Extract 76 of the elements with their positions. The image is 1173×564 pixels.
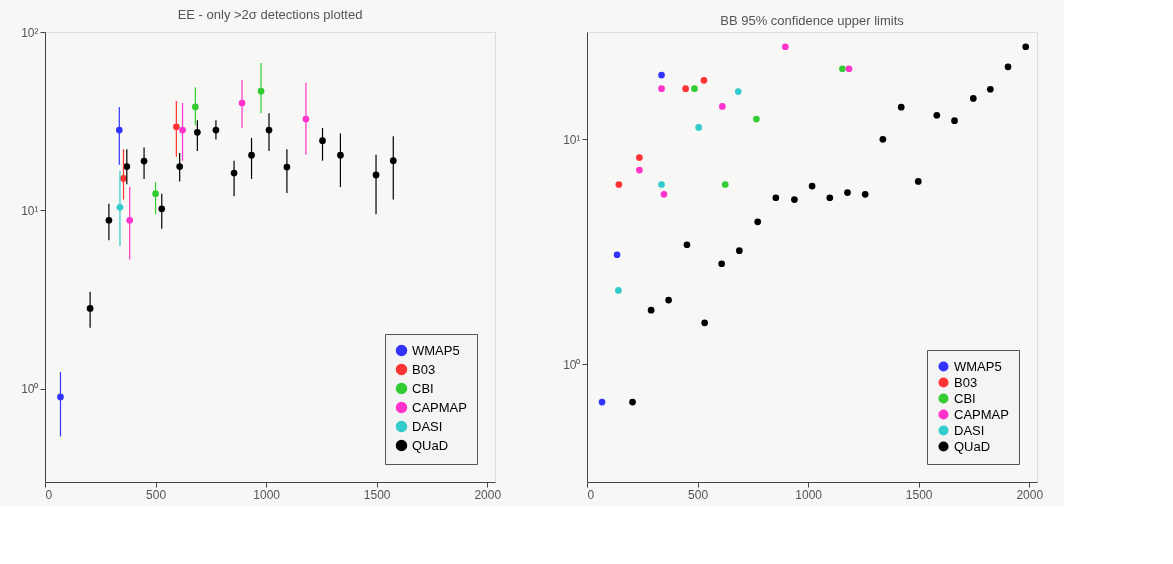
y-tick-label: 10⁰: [21, 382, 39, 397]
chart-title: BB 95% confidence upper limits: [720, 13, 905, 28]
point: [636, 154, 643, 161]
point: [718, 103, 726, 110]
point: [721, 181, 729, 188]
point: [615, 287, 622, 294]
point: [791, 196, 798, 203]
chart-title: EE - only >2σ detections plotted: [177, 7, 363, 22]
point: [683, 241, 691, 249]
point: [808, 182, 816, 190]
point: [647, 306, 655, 314]
point: [658, 71, 665, 79]
point: [986, 85, 994, 93]
point: [615, 181, 623, 188]
legend-label: DASI: [412, 418, 443, 434]
x-tick-label: 1000: [253, 487, 281, 502]
legend-label: WMAP5: [954, 358, 1002, 374]
point: [736, 247, 743, 255]
point: [839, 65, 846, 73]
point: [826, 194, 834, 202]
legend-label: B03: [954, 374, 978, 390]
point: [861, 190, 869, 198]
x-tick-label: 500: [146, 487, 167, 502]
y-tick-label: 10²: [21, 25, 39, 40]
point: [1022, 43, 1030, 51]
legend-label: QUaD: [954, 438, 991, 454]
x-tick-label: 1500: [363, 487, 391, 502]
legend-label: CAPMAP: [412, 399, 467, 415]
point: [1004, 63, 1012, 71]
legend-label: QUaD: [412, 437, 449, 453]
point: [753, 115, 760, 123]
point: [629, 398, 636, 406]
legend-label: DASI: [954, 422, 985, 438]
point: [179, 126, 186, 134]
point: [933, 111, 941, 119]
point: [248, 151, 255, 159]
point: [897, 103, 905, 111]
legend-label: CAPMAP: [954, 406, 1009, 422]
x-tick-label: 500: [688, 487, 709, 502]
point: [658, 181, 665, 188]
y-tick-label: 10⁰: [563, 357, 581, 372]
point: [598, 398, 606, 406]
x-tick-label: 0: [45, 487, 53, 502]
point: [845, 65, 853, 73]
y-tick-label: 10¹: [563, 132, 581, 147]
point: [782, 43, 789, 51]
point: [844, 189, 851, 196]
x-tick-label: 0: [587, 487, 595, 502]
point: [914, 178, 922, 185]
point: [879, 136, 887, 143]
point: [57, 393, 64, 401]
point: [754, 218, 762, 226]
point: [969, 95, 977, 102]
x-tick-label: 2000: [1016, 487, 1044, 502]
point: [772, 194, 780, 202]
x-tick-label: 1500: [905, 487, 933, 502]
point: [718, 260, 726, 268]
point: [682, 85, 689, 93]
legend-label: B03: [412, 361, 436, 377]
point: [700, 76, 708, 84]
legend-label: CBI: [954, 390, 976, 406]
point: [660, 190, 668, 198]
point: [636, 166, 643, 174]
x-tick-label: 1000: [795, 487, 823, 502]
point: [658, 85, 665, 93]
point: [701, 319, 708, 327]
legend-label: CBI: [412, 380, 434, 396]
point: [665, 296, 672, 304]
point: [691, 85, 698, 93]
point: [613, 251, 621, 259]
point: [951, 117, 958, 125]
legend-label: WMAP5: [412, 342, 460, 358]
y-tick-label: 10¹: [21, 203, 39, 218]
point: [695, 124, 703, 131]
x-tick-label: 2000: [474, 487, 502, 502]
point: [734, 88, 742, 95]
